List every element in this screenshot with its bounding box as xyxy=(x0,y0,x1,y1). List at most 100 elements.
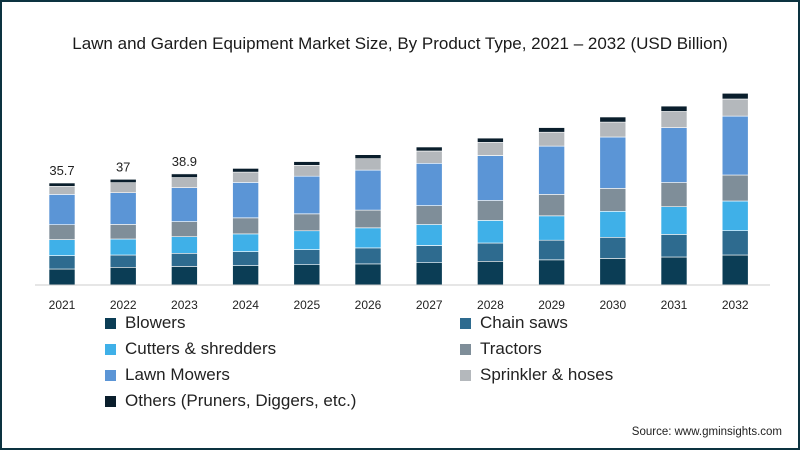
bar-segment-2021-cutters-shredders xyxy=(48,239,76,256)
x-tick-label: 2030 xyxy=(599,298,626,312)
bar-segment-2032-blowers xyxy=(721,254,749,286)
legend-swatch xyxy=(460,317,471,329)
bar-segment-2025-lawn-mowers xyxy=(293,175,321,215)
legend-label: Cutters & shredders xyxy=(125,339,277,358)
bar-segment-2022-chain-saws xyxy=(109,254,137,268)
bar-segment-2026-blowers xyxy=(354,263,382,286)
bar-segment-2021-tractors xyxy=(48,224,76,240)
bar-segment-2032-tractors xyxy=(721,174,749,202)
bar-segment-2023-tractors xyxy=(171,221,198,238)
bar-segment-2029-chain-saws xyxy=(538,239,565,261)
bar-segment-2027-blowers xyxy=(415,262,443,286)
bar-segment-2023-sprinkler-hoses xyxy=(171,177,198,188)
bar-segment-2021-sprinkler-hoses xyxy=(48,186,76,195)
x-tick-label: 2023 xyxy=(171,298,198,312)
bar-segment-2030-chain-saws xyxy=(599,237,627,259)
legend-item-tractors: Tractors xyxy=(460,339,542,359)
legend-item-cutters-shredders: Cutters & shredders xyxy=(105,339,276,359)
legend-label: Others (Pruners, Diggers, etc.) xyxy=(125,391,357,410)
bar-segment-2026-lawn-mowers xyxy=(354,169,382,211)
bar-segment-2031-cutters-shredders xyxy=(660,206,688,235)
x-tick-label: 2031 xyxy=(661,298,688,312)
legend-label: Tractors xyxy=(480,339,542,358)
bar-segment-2023-cutters-shredders xyxy=(171,236,198,254)
bar-segment-2030-tractors xyxy=(599,188,627,212)
bar-segment-2029-blowers xyxy=(538,259,565,286)
bar-segment-2027-cutters-shredders xyxy=(415,224,443,246)
x-tick-label: 2032 xyxy=(722,298,749,312)
legend-label: Sprinkler & hoses xyxy=(480,365,614,384)
legend-swatch xyxy=(460,343,471,355)
bar-segment-2028-lawn-mowers xyxy=(477,155,504,201)
bar-segment-2032-lawn-mowers xyxy=(721,115,749,176)
bar-segment-2027-tractors xyxy=(415,205,443,225)
x-tick-label: 2027 xyxy=(416,298,443,312)
legend-label: Lawn Mowers xyxy=(125,365,230,384)
legend-item-lawn-mowers: Lawn Mowers xyxy=(105,365,230,385)
bar-segment-2024-others-pruners-diggers-etc xyxy=(232,168,259,173)
bar-segment-2031-chain-saws xyxy=(660,234,688,258)
bar-segment-2030-lawn-mowers xyxy=(599,136,627,189)
bar-segment-2030-sprinkler-hoses xyxy=(599,121,627,138)
bar-segment-2027-chain-saws xyxy=(415,245,443,264)
total-data-label: 35.7 xyxy=(49,163,74,178)
bar-segment-2026-sprinkler-hoses xyxy=(354,158,382,171)
bar-segment-2028-tractors xyxy=(477,200,504,221)
bar-segment-2024-cutters-shredders xyxy=(232,233,259,252)
bar-segment-2025-others-pruners-diggers-etc xyxy=(293,161,321,166)
bar-segment-2022-tractors xyxy=(109,224,137,240)
bar-segment-2031-lawn-mowers xyxy=(660,127,688,183)
bar-segment-2028-cutters-shredders xyxy=(477,220,504,244)
bar-segment-2025-blowers xyxy=(293,264,321,286)
bar-segment-2029-others-pruners-diggers-etc xyxy=(538,127,565,133)
bar-segment-2021-lawn-mowers xyxy=(48,194,76,225)
bar-segment-2021-chain-saws xyxy=(48,255,76,270)
legend-swatch xyxy=(105,369,116,381)
bar-segment-2026-cutters-shredders xyxy=(354,227,382,249)
chart-title: Lawn and Garden Equipment Market Size, B… xyxy=(72,34,728,53)
bar-segment-2030-blowers xyxy=(599,258,627,286)
bar-segment-2023-chain-saws xyxy=(171,253,198,267)
bar-segment-2022-cutters-shredders xyxy=(109,238,137,256)
bar-segment-2030-others-pruners-diggers-etc xyxy=(599,116,627,123)
bar-segment-2029-sprinkler-hoses xyxy=(538,131,565,147)
x-tick-label: 2022 xyxy=(110,298,137,312)
bar-segment-2032-chain-saws xyxy=(721,230,749,256)
bar-segment-2022-others-pruners-diggers-etc xyxy=(109,179,137,184)
bar-segment-2030-cutters-shredders xyxy=(599,211,627,238)
bar-segment-2028-blowers xyxy=(477,260,504,286)
bar-segment-2023-others-pruners-diggers-etc xyxy=(171,173,198,178)
bar-segment-2023-blowers xyxy=(171,266,198,286)
legend-label: Blowers xyxy=(125,313,186,332)
bar-segment-2031-others-pruners-diggers-etc xyxy=(660,105,688,112)
bar-segment-2032-cutters-shredders xyxy=(721,200,749,232)
bar-segment-2025-cutters-shredders xyxy=(293,230,321,250)
bar-segment-2028-others-pruners-diggers-etc xyxy=(477,137,504,143)
bar-segment-2029-cutters-shredders xyxy=(538,215,565,241)
bar-segment-2024-tractors xyxy=(232,217,259,235)
x-tick-label: 2021 xyxy=(49,298,76,312)
legend-swatch xyxy=(105,343,116,355)
bar-segment-2025-tractors xyxy=(293,213,321,232)
bar-segment-2028-chain-saws xyxy=(477,242,504,262)
legend-item-others-pruners-diggers-etc: Others (Pruners, Diggers, etc.) xyxy=(105,391,356,411)
legend-swatch xyxy=(105,317,116,329)
legend-item-blowers: Blowers xyxy=(105,313,185,333)
bar-segment-2022-sprinkler-hoses xyxy=(109,182,137,193)
total-data-label: 37 xyxy=(116,159,130,174)
bar-segment-2029-lawn-mowers xyxy=(538,145,565,195)
x-tick-label: 2029 xyxy=(538,298,565,312)
bar-segment-2021-others-pruners-diggers-etc xyxy=(48,182,76,187)
bar-segment-2028-sprinkler-hoses xyxy=(477,142,504,156)
legend-swatch xyxy=(460,369,471,381)
x-tick-label: 2028 xyxy=(477,298,504,312)
legend-item-sprinkler-hoses: Sprinkler & hoses xyxy=(460,365,613,385)
bar-segment-2031-tractors xyxy=(660,182,688,207)
bar-segment-2026-chain-saws xyxy=(354,247,382,265)
bar-segment-2025-chain-saws xyxy=(293,249,321,266)
x-tick-label: 2025 xyxy=(293,298,320,312)
bar-segment-2027-lawn-mowers xyxy=(415,163,443,206)
bar-segment-2032-sprinkler-hoses xyxy=(721,98,749,117)
source-note: Source: www.gminsights.com xyxy=(631,426,782,438)
